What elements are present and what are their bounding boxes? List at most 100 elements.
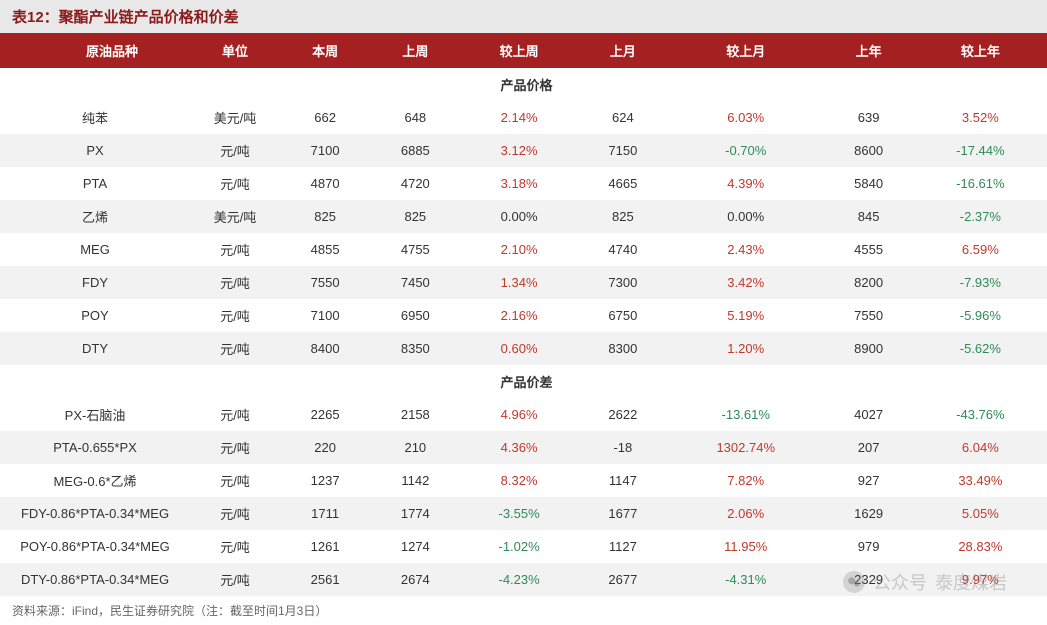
- cell-vs-lastweek: 3.18%: [460, 167, 577, 200]
- table-row: PX-石脑油元/吨226521584.96%2622-13.61%4027-43…: [0, 398, 1047, 431]
- table-row: POY元/吨710069502.16%67505.19%7550-5.96%: [0, 299, 1047, 332]
- cell-unit: 元/吨: [190, 497, 280, 530]
- cell-lastyear: 8600: [824, 134, 914, 167]
- cell-vs-lastmonth: -4.31%: [668, 563, 824, 596]
- cell-name: DTY-0.86*PTA-0.34*MEG: [0, 563, 190, 596]
- table-row: FDY元/吨755074501.34%73003.42%8200-7.93%: [0, 266, 1047, 299]
- cell-unit: 元/吨: [190, 134, 280, 167]
- cell-lastyear: 7550: [824, 299, 914, 332]
- table-row: 纯苯美元/吨6626482.14%6246.03%6393.52%: [0, 101, 1047, 134]
- cell-week: 2561: [280, 563, 370, 596]
- cell-lastweek: 4755: [370, 233, 460, 266]
- cell-lastmonth: 825: [578, 200, 668, 233]
- table-title: 表12：聚酯产业链产品价格和价差: [0, 0, 1047, 33]
- cell-vs-lastmonth: 1.20%: [668, 332, 824, 365]
- cell-lastmonth: -18: [578, 431, 668, 464]
- cell-vs-lastmonth: 3.42%: [668, 266, 824, 299]
- cell-vs-lastyear: 33.49%: [914, 464, 1047, 497]
- cell-name: PX: [0, 134, 190, 167]
- cell-name: POY: [0, 299, 190, 332]
- cell-vs-lastweek: -1.02%: [460, 530, 577, 563]
- cell-lastmonth: 1147: [578, 464, 668, 497]
- cell-vs-lastyear: 6.04%: [914, 431, 1047, 464]
- cell-unit: 元/吨: [190, 464, 280, 497]
- cell-lastweek: 825: [370, 200, 460, 233]
- cell-lastyear: 4027: [824, 398, 914, 431]
- cell-name: DTY: [0, 332, 190, 365]
- cell-lastyear: 2329: [824, 563, 914, 596]
- cell-lastyear: 207: [824, 431, 914, 464]
- cell-lastweek: 7450: [370, 266, 460, 299]
- cell-unit: 元/吨: [190, 167, 280, 200]
- cell-vs-lastmonth: 5.19%: [668, 299, 824, 332]
- cell-vs-lastmonth: 11.95%: [668, 530, 824, 563]
- cell-week: 662: [280, 101, 370, 134]
- cell-lastweek: 6885: [370, 134, 460, 167]
- cell-vs-lastyear: -43.76%: [914, 398, 1047, 431]
- col-week: 本周: [280, 33, 370, 68]
- cell-vs-lastyear: -2.37%: [914, 200, 1047, 233]
- cell-unit: 元/吨: [190, 431, 280, 464]
- cell-lastmonth: 4740: [578, 233, 668, 266]
- cell-lastyear: 927: [824, 464, 914, 497]
- cell-lastmonth: 2622: [578, 398, 668, 431]
- cell-lastweek: 1774: [370, 497, 460, 530]
- cell-vs-lastmonth: 0.00%: [668, 200, 824, 233]
- cell-lastweek: 6950: [370, 299, 460, 332]
- cell-lastyear: 8900: [824, 332, 914, 365]
- cell-lastweek: 2158: [370, 398, 460, 431]
- cell-lastmonth: 1677: [578, 497, 668, 530]
- cell-week: 825: [280, 200, 370, 233]
- cell-lastweek: 1274: [370, 530, 460, 563]
- cell-unit: 元/吨: [190, 299, 280, 332]
- table-row: PX元/吨710068853.12%7150-0.70%8600-17.44%: [0, 134, 1047, 167]
- cell-unit: 元/吨: [190, 530, 280, 563]
- cell-lastweek: 8350: [370, 332, 460, 365]
- cell-week: 7100: [280, 299, 370, 332]
- col-vs-lastweek: 较上周: [460, 33, 577, 68]
- cell-vs-lastmonth: 1302.74%: [668, 431, 824, 464]
- cell-name: FDY: [0, 266, 190, 299]
- cell-lastyear: 5840: [824, 167, 914, 200]
- cell-lastmonth: 7300: [578, 266, 668, 299]
- cell-name: PTA: [0, 167, 190, 200]
- cell-vs-lastweek: -3.55%: [460, 497, 577, 530]
- section-header: 产品价差: [0, 365, 1047, 398]
- cell-lastmonth: 1127: [578, 530, 668, 563]
- col-lastyear: 上年: [824, 33, 914, 68]
- cell-week: 1711: [280, 497, 370, 530]
- cell-week: 7100: [280, 134, 370, 167]
- cell-vs-lastweek: 8.32%: [460, 464, 577, 497]
- col-vs-lastyear: 较上年: [914, 33, 1047, 68]
- table-row: PTA-0.655*PX元/吨2202104.36%-181302.74%207…: [0, 431, 1047, 464]
- cell-vs-lastweek: 0.60%: [460, 332, 577, 365]
- cell-week: 4855: [280, 233, 370, 266]
- cell-lastweek: 210: [370, 431, 460, 464]
- table-row: FDY-0.86*PTA-0.34*MEG元/吨17111774-3.55%16…: [0, 497, 1047, 530]
- cell-vs-lastweek: 4.36%: [460, 431, 577, 464]
- cell-week: 1237: [280, 464, 370, 497]
- col-lastmonth: 上月: [578, 33, 668, 68]
- cell-lastweek: 4720: [370, 167, 460, 200]
- cell-vs-lastmonth: 6.03%: [668, 101, 824, 134]
- table-row: DTY-0.86*PTA-0.34*MEG元/吨25612674-4.23%26…: [0, 563, 1047, 596]
- source-footnote: 资料来源：iFind，民生证券研究院（注：截至时间1月3日）: [0, 596, 1047, 625]
- cell-unit: 元/吨: [190, 563, 280, 596]
- cell-name: 纯苯: [0, 101, 190, 134]
- cell-name: PTA-0.655*PX: [0, 431, 190, 464]
- cell-vs-lastmonth: 4.39%: [668, 167, 824, 200]
- cell-vs-lastyear: -7.93%: [914, 266, 1047, 299]
- cell-week: 8400: [280, 332, 370, 365]
- cell-vs-lastyear: -5.62%: [914, 332, 1047, 365]
- cell-lastmonth: 4665: [578, 167, 668, 200]
- cell-vs-lastmonth: 2.43%: [668, 233, 824, 266]
- cell-vs-lastyear: 3.52%: [914, 101, 1047, 134]
- cell-vs-lastweek: 2.16%: [460, 299, 577, 332]
- cell-lastmonth: 2677: [578, 563, 668, 596]
- cell-vs-lastmonth: 7.82%: [668, 464, 824, 497]
- col-product: 原油品种: [0, 33, 190, 68]
- cell-name: MEG: [0, 233, 190, 266]
- cell-unit: 元/吨: [190, 233, 280, 266]
- cell-lastweek: 2674: [370, 563, 460, 596]
- cell-unit: 元/吨: [190, 398, 280, 431]
